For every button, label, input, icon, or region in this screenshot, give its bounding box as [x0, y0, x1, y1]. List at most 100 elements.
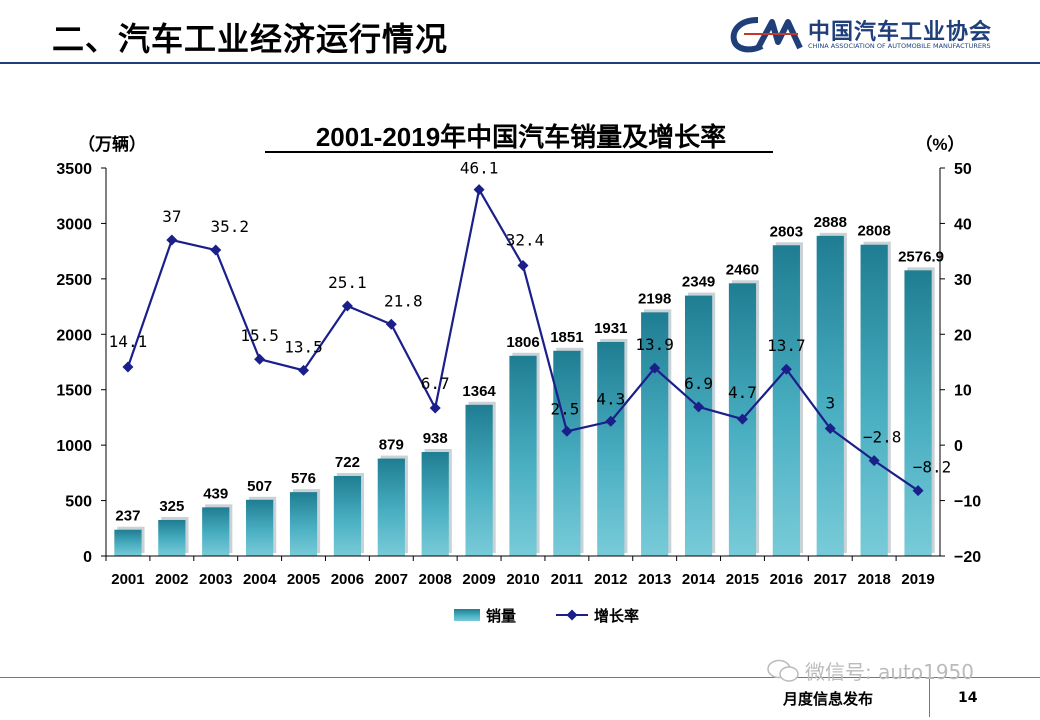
y-tick-label: 1500 — [56, 383, 92, 400]
bar-value-label: 576 — [291, 470, 316, 487]
x-tick-label: 2019 — [901, 571, 934, 588]
footer-divider — [0, 677, 1040, 678]
chart-title: 2001-2019年中国汽车销量及增长率 — [316, 122, 726, 152]
bar-value-label: 1931 — [594, 320, 627, 337]
bar-2009 — [465, 404, 493, 556]
growth-value-label: 4.3 — [596, 389, 625, 408]
growth-value-label: 14.1 — [109, 332, 148, 351]
footer-label: 月度信息发布 — [783, 690, 874, 708]
x-tick-label: 2013 — [638, 571, 671, 588]
growth-point-2006 — [341, 300, 353, 312]
bar-value-label: 2808 — [857, 223, 890, 240]
x-tick-label: 2002 — [155, 571, 188, 588]
y2-axis-unit-label: （%） — [915, 134, 964, 154]
y-tick-label: 3000 — [56, 216, 92, 233]
y-tick-label: 1000 — [56, 438, 92, 455]
bar-2010 — [509, 355, 537, 556]
growth-point-2018 — [868, 455, 880, 467]
growth-value-label: 13.7 — [767, 336, 806, 355]
growth-point-2016 — [780, 363, 792, 375]
y-tick-label: 2500 — [56, 272, 92, 289]
legend-growth-label: 增长率 — [594, 607, 639, 625]
growth-point-2015 — [736, 413, 748, 425]
y-axis-unit-label: （万辆） — [78, 134, 146, 154]
x-tick-label: 2003 — [199, 571, 232, 588]
bar-value-label: 507 — [247, 478, 272, 495]
bar-2016 — [772, 245, 800, 556]
legend-sales-label: 销量 — [486, 607, 516, 625]
bar-value-label: 2803 — [770, 223, 803, 240]
bar-2017 — [816, 235, 844, 556]
logo-name-cn: 中国汽车工业协会 — [808, 20, 993, 45]
sales-growth-chart: 0 500 1000 1500 2000 2500 3000 3500 −20 −10 0 10 20 3… — [56, 122, 981, 625]
legend-growth-marker — [566, 609, 578, 621]
x-tick-label: 2006 — [331, 571, 364, 588]
growth-value-label: 4.7 — [728, 383, 757, 402]
growth-value-label: 6.7 — [421, 374, 450, 393]
x-tick-label: 2004 — [243, 571, 277, 588]
growth-point-2011 — [561, 425, 573, 437]
growth-point-2014 — [693, 401, 705, 413]
bar-value-label: 1364 — [462, 383, 496, 400]
growth-value-label: 35.2 — [210, 217, 249, 236]
growth-value-label: 46.1 — [460, 159, 499, 178]
y2-tick-label: −10 — [954, 494, 981, 511]
growth-point-2009 — [473, 184, 485, 196]
logo: 中国汽车工业协会 CHINA ASSOCIATION OF AUTOMOBILE… — [728, 12, 1028, 56]
growth-point-2002 — [166, 234, 178, 246]
y2-tick-label: 30 — [954, 272, 972, 289]
x-tick-label: 2001 — [111, 571, 144, 588]
x-tick-label: 2018 — [857, 571, 890, 588]
y-tick-label: 2000 — [56, 327, 92, 344]
logo-name-en: CHINA ASSOCIATION OF AUTOMOBILE MANUFACT… — [808, 42, 991, 50]
growth-point-2012 — [605, 415, 617, 427]
bar-value-label: 2888 — [814, 214, 847, 231]
wechat-icon — [767, 659, 799, 682]
y-tick-label: 3500 — [56, 161, 92, 178]
x-tick-label: 2010 — [506, 571, 539, 588]
growth-value-label: 2.5 — [550, 399, 579, 418]
header-divider — [0, 62, 1040, 64]
x-tick-label: 2015 — [726, 571, 759, 588]
bar-value-label: 2198 — [638, 290, 671, 307]
growth-value-label: 3 — [825, 394, 835, 413]
x-tick-label: 2009 — [462, 571, 495, 588]
bar-value-label: 2460 — [726, 261, 759, 278]
bar-value-label: 2349 — [682, 274, 715, 291]
y-tick-label: 500 — [65, 494, 92, 511]
growth-point-2010 — [517, 260, 529, 272]
growth-value-label: 13.5 — [284, 337, 323, 356]
growth-value-label: 32.4 — [506, 231, 545, 250]
y2-tick-label: −20 — [954, 549, 981, 566]
x-tick-label: 2005 — [287, 571, 320, 588]
bar-value-label: 237 — [115, 508, 140, 525]
growth-point-2007 — [385, 318, 397, 330]
growth-point-2004 — [254, 353, 266, 365]
x-tick-label: 2007 — [375, 571, 408, 588]
growth-point-2003 — [210, 244, 222, 256]
y2-tick-label: 10 — [954, 383, 972, 400]
x-tick-label: 2014 — [682, 571, 716, 588]
page-number: 14 — [958, 690, 978, 706]
bar-value-label: 325 — [159, 498, 184, 515]
y2-tick-label: 50 — [954, 161, 972, 178]
growth-value-label: 6.9 — [684, 374, 713, 393]
page-title: 二、汽车工业经济运行情况 — [52, 20, 449, 58]
cam-logo-icon — [730, 17, 803, 53]
y2-tick-label: 20 — [954, 327, 972, 344]
growth-point-2013 — [649, 362, 661, 374]
growth-point-2001 — [122, 361, 134, 373]
bar-value-label: 1806 — [506, 334, 539, 351]
bar-2001 — [114, 529, 142, 556]
watermark: 微信号: auto1950 — [805, 660, 975, 684]
bar-2018 — [860, 244, 888, 557]
bar-2002 — [158, 519, 186, 556]
growth-value-label: −2.8 — [863, 428, 902, 447]
bar-value-label: 1851 — [550, 329, 583, 346]
bar-value-label: 2576.9 — [898, 248, 944, 265]
bar-value-label: 439 — [203, 485, 228, 502]
x-tick-label: 2012 — [594, 571, 627, 588]
bar-2008 — [421, 452, 449, 556]
growth-value-label: 21.8 — [384, 291, 423, 310]
bar-value-label: 722 — [335, 454, 360, 471]
